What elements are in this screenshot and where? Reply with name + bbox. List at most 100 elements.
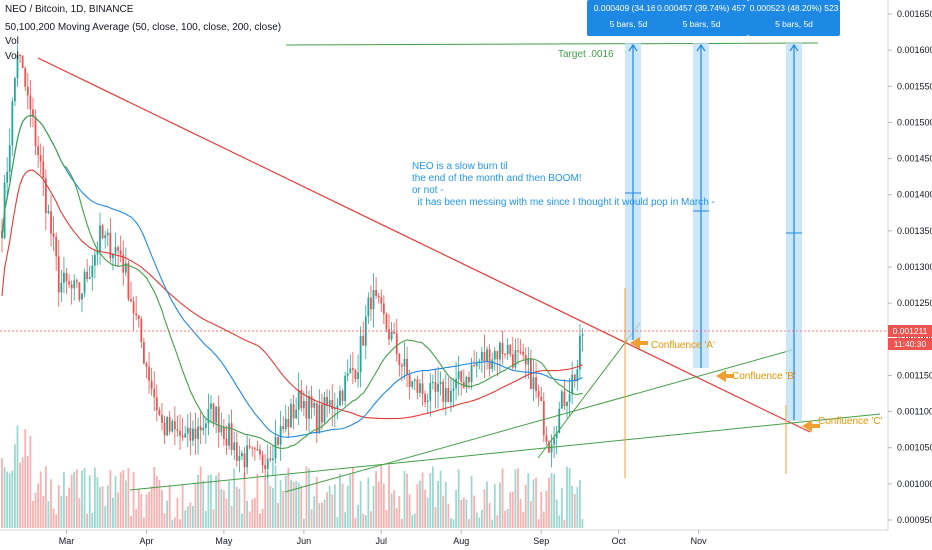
volume-bar [370,511,372,528]
candle-body [68,281,70,285]
candle-body [65,272,68,282]
target-label[interactable]: Target .0016 [558,49,614,60]
candle-body [104,235,107,239]
candle-body [37,146,40,155]
candle-body [300,390,303,409]
candle-body [367,297,370,317]
volume-bar [504,510,506,528]
candle-body [395,333,398,354]
candle-body [32,109,34,117]
confluence-arrow-icon [716,370,734,382]
candle-body [292,404,295,419]
candle-body [243,453,246,468]
candle-body [465,376,468,388]
ma-indicator-legend[interactable]: 50,100,200 Moving Average (50, close, 10… [5,22,282,33]
volume-bar [527,473,530,528]
volume-bar [313,496,316,528]
target-line[interactable] [285,42,819,46]
volume-bar [566,466,568,528]
candle-body [388,329,390,340]
volume-bar [346,485,349,528]
candle-body [204,423,207,429]
volume-bar [323,499,326,528]
confluence-a-label[interactable]: Confluence 'A' [651,340,715,351]
candle-body [19,55,21,57]
volume-bar [524,484,527,528]
volume-bar [380,465,383,528]
candle-body [78,282,81,300]
time-axis[interactable]: Mar Apr May Jun Jul Aug Sep Oct Nov [0,529,888,546]
candle-body [393,331,396,334]
candle-body [264,465,267,470]
time-tick-label: May [215,536,233,546]
volume-bar [186,506,189,528]
candle-body [555,432,558,439]
candle-body [313,402,316,408]
candle-body [346,373,349,376]
volume-bar [364,515,367,528]
candle-body [233,442,236,451]
candle-body [468,376,470,383]
volume-bar [202,480,205,528]
candle-body [150,380,153,389]
green-support-line-2[interactable] [284,349,793,493]
volume-bar [55,514,58,528]
candle-body [310,396,313,408]
green-support-line-3[interactable] [537,322,641,459]
candle-body [186,427,189,434]
candle-body [122,254,125,273]
green-support-line-1[interactable] [129,413,881,491]
volume-bar [106,485,109,528]
volume-bar [403,471,406,528]
volume-bar [68,487,70,528]
analysis-note[interactable]: NEO is a slow burn til the end of the mo… [412,161,715,208]
volume-bar [63,471,65,528]
volume-bar [212,509,215,528]
vol-indicator-legend-2[interactable]: Vol [5,51,19,62]
candle-body [527,359,530,365]
candle-body [333,407,336,410]
candle-body [130,299,132,302]
volume-bar [153,467,156,528]
time-tick-label: Aug [453,536,469,546]
candle-body [452,388,455,391]
volume-bar [571,485,574,528]
measure-label-3[interactable]: 0.000523 (48.20%) 523 5 bars, 5d [748,0,840,36]
volume-bar [519,498,522,528]
candle-body [545,435,548,442]
confluence-c-label[interactable]: Confluence 'C' [818,416,883,427]
candle-body [81,293,83,300]
volume-bar [248,511,251,528]
volume-bar [32,500,34,528]
volume-bar [261,509,264,528]
vol-indicator-legend-1[interactable]: Vol [5,36,19,47]
candle-body [576,369,579,382]
candle-body [290,404,292,428]
price-axis[interactable]: 0.001650 0.001600 0.001550 0.001500 0.001450… [887,0,932,530]
candle-body [462,381,465,388]
volume-bar [480,509,483,528]
volume-bar [457,469,460,528]
candle-body [29,95,32,110]
volume-bar [233,468,236,528]
volume-bar [460,500,463,528]
candle-body [344,375,347,402]
candle-body [398,353,401,366]
volume-bar [222,490,225,528]
volume-bar [148,491,150,528]
measure-label-2[interactable]: 0.000457 (39.74%) 457 5 bars, 5d [655,0,748,36]
candle-body [457,371,460,380]
volume-bar [279,480,282,528]
volume-bar [341,483,344,528]
volume-bar [501,468,504,528]
volume-bar [16,425,19,528]
candle-body [455,379,457,389]
volume-bar [104,506,107,528]
red-downtrend-line[interactable] [37,57,811,433]
confluence-b-label[interactable]: Confluence 'B' [732,371,796,382]
time-tick-label: Apr [139,536,153,546]
volume-bar [96,477,99,528]
candle-body [385,314,388,330]
volume-bar [57,485,60,528]
